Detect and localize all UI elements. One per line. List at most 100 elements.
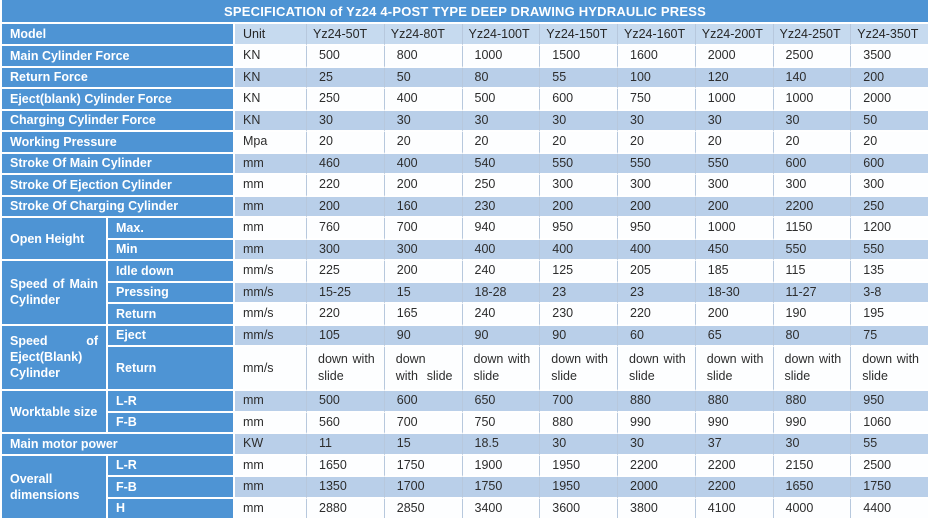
value-cell: 30	[694, 110, 773, 132]
row-label: Stroke Of Ejection Cylinder	[2, 175, 235, 197]
spec-table-body: Main Cylinder Force KN 500 800 1000 1500 1600 2…	[2, 46, 928, 518]
value-cell: 11-27	[772, 282, 851, 304]
value-cell: 60	[617, 325, 695, 347]
value-cell: 230	[461, 196, 540, 218]
value-cell: 30	[383, 110, 462, 132]
row-sub-label: Idle down	[108, 261, 235, 283]
value-cell: 80	[461, 67, 540, 89]
value-cell: 4100	[694, 498, 773, 518]
column-header: Yz24-100T	[461, 24, 540, 46]
value-cell: 700	[539, 391, 617, 413]
value-cell: 18-28	[461, 282, 540, 304]
unit-cell: Mpa	[235, 132, 306, 154]
value-cell: 990	[772, 412, 851, 434]
value-cell: 15	[383, 434, 462, 456]
unit-cell: KN	[235, 110, 306, 132]
row-label: Working Pressure	[2, 132, 235, 154]
value-cell: 540	[461, 153, 540, 175]
value-cell: 1950	[539, 455, 617, 477]
unit-cell: KN	[235, 89, 306, 111]
value-cell: 880	[772, 391, 851, 413]
value-cell: 300	[694, 175, 773, 197]
value-cell: 125	[539, 261, 617, 283]
row-label: Eject(blank) Cylinder Force	[2, 89, 235, 111]
value-cell: 3600	[539, 498, 617, 518]
value-cell: 1650	[772, 477, 851, 499]
row-label: Main motor power	[2, 434, 235, 456]
column-header: Yz24-150T	[539, 24, 617, 46]
row-sub-label: F-B	[108, 477, 235, 499]
value-cell: 4000	[772, 498, 851, 518]
value-cell: 11	[306, 434, 384, 456]
value-cell: 880	[539, 412, 617, 434]
value-cell: 20	[772, 132, 851, 154]
value-cell: 55	[539, 67, 617, 89]
table-row: Return Force KN 25 50 80 55 100 120 140 200	[2, 67, 928, 89]
unit-cell: mm/s	[235, 304, 306, 326]
value-cell: 1000	[461, 46, 540, 68]
column-header: Yz24-350T	[850, 24, 928, 46]
value-cell: 990	[617, 412, 695, 434]
value-cell: 30	[617, 434, 695, 456]
value-cell: 200	[694, 304, 773, 326]
value-cell: 1060	[850, 412, 928, 434]
unit-cell: mm/s	[235, 261, 306, 283]
column-header: Yz24-250T	[772, 24, 851, 46]
value-cell: 400	[539, 239, 617, 261]
value-cell: 400	[383, 89, 462, 111]
value-cell: 1750	[850, 477, 928, 499]
row-label: Main Cylinder Force	[2, 46, 235, 68]
row-label: Stroke Of Charging Cylinder	[2, 196, 235, 218]
value-cell: 18-30	[694, 282, 773, 304]
unit-cell: mm	[235, 477, 306, 499]
value-cell: 460	[306, 153, 384, 175]
value-cell: 23	[617, 282, 695, 304]
value-cell: 90	[461, 325, 540, 347]
value-cell: 880	[617, 391, 695, 413]
table-row: F-B mm 1350 1700 1750 1950 2000 2200 1650 1750	[2, 477, 928, 499]
value-cell: 30	[617, 110, 695, 132]
value-cell: 200	[383, 175, 462, 197]
unit-cell: mm	[235, 239, 306, 261]
value-cell: 550	[772, 239, 851, 261]
unit-cell: mm/s	[235, 282, 306, 304]
value-cell: 3-8	[850, 282, 928, 304]
value-cell: 650	[461, 391, 540, 413]
value-cell: 750	[617, 89, 695, 111]
value-cell: 30	[772, 434, 851, 456]
value-cell: 220	[617, 304, 695, 326]
value-cell: 550	[539, 153, 617, 175]
table-row: F-B mm 560 700 750 880 990 990 990 1060	[2, 412, 928, 434]
value-cell: 23	[539, 282, 617, 304]
value-cell: 190	[772, 304, 851, 326]
value-cell: 600	[539, 89, 617, 111]
value-cell: 90	[539, 325, 617, 347]
table-row: Main Cylinder Force KN 500 800 1000 1500 1600 2…	[2, 46, 928, 68]
row-sub-label: Return	[108, 304, 235, 326]
table-row: Stroke Of Charging Cylinder mm 200 160 230 20…	[2, 196, 928, 218]
row-sub-label: Pressing	[108, 282, 235, 304]
value-cell: down with slide	[850, 347, 928, 391]
value-cell: 165	[383, 304, 462, 326]
value-cell: 1000	[772, 89, 851, 111]
row-label: Return Force	[2, 67, 235, 89]
value-cell: 1900	[461, 455, 540, 477]
unit-cell: KW	[235, 434, 306, 456]
value-cell: 90	[383, 325, 462, 347]
value-cell: 560	[306, 412, 384, 434]
value-cell: 1350	[306, 477, 384, 499]
unit-cell: mm/s	[235, 347, 306, 391]
value-cell: 400	[383, 153, 462, 175]
column-header: Yz24-160T	[617, 24, 695, 46]
table-row: Charging Cylinder Force KN 30 30 30 30 30 30 30 5…	[2, 110, 928, 132]
value-cell: down with slide	[383, 347, 462, 391]
value-cell: 1700	[383, 477, 462, 499]
value-cell: 1750	[461, 477, 540, 499]
value-cell: 100	[617, 67, 695, 89]
value-cell: 1000	[694, 89, 773, 111]
value-cell: 3500	[850, 46, 928, 68]
value-cell: 2150	[772, 455, 851, 477]
unit-cell: KN	[235, 67, 306, 89]
table-row: Main motor power KW 11 15 18.5 30 30 37 30 55	[2, 434, 928, 456]
